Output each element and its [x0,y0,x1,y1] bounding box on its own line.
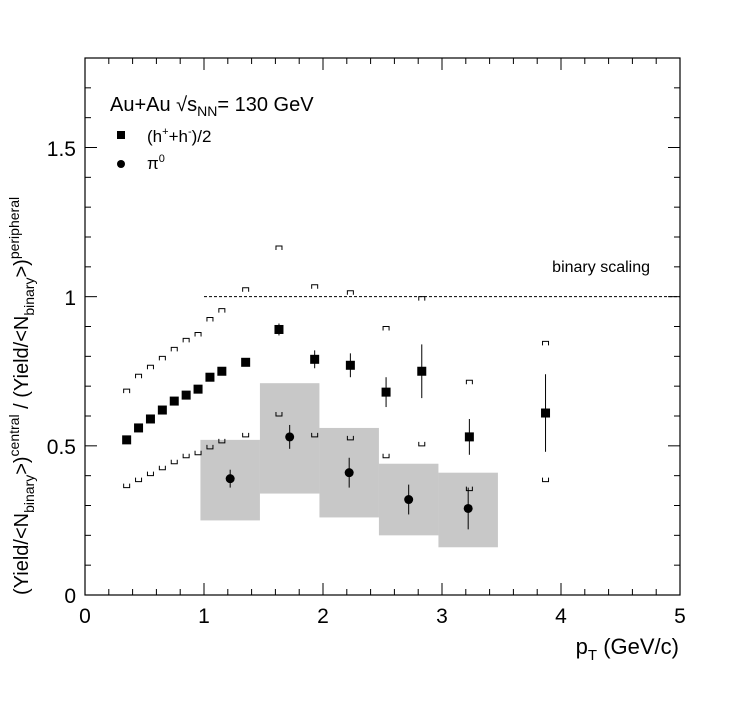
hadron-point [145,414,155,424]
hadron-point [169,396,179,406]
pi0-point [404,495,414,505]
sys-bracket-upper [170,346,178,352]
sys-bracket-lower [275,412,283,417]
sys-bracket-upper [135,373,143,379]
sys-bracket-lower [135,477,143,483]
hadron-point [541,408,551,418]
hadron-point [134,423,144,433]
x-axis-label: pT (GeV/c) [576,634,679,664]
sys-bracket-upper [123,388,131,394]
hadron-point [217,366,227,376]
sys-bracket-upper [275,245,283,250]
hadron-point [205,372,215,382]
x-tick-labels: 0 1 2 3 4 5 [79,605,686,628]
legend: (h++h-)/2 π0 [117,126,211,173]
hadron-point [310,354,320,364]
pi0-point [285,432,295,442]
legend-label-hadrons: (h++h-)/2 [147,126,211,146]
sys-bracket-lower [194,450,202,456]
pi0-systematic-bands [200,383,498,548]
sys-bracket-lower [346,435,354,441]
hadron-point [122,435,132,445]
x-tick-label: 5 [674,605,686,628]
y-tick-label: 0 [64,585,76,608]
x-tick-label: 0 [79,605,91,628]
hadron-point [193,384,203,394]
sys-bracket-upper [311,284,319,289]
x-tick-label: 1 [198,605,210,628]
sys-bracket-upper [346,290,354,295]
sys-bracket-lower [182,453,190,459]
sys-bracket-lower [465,486,473,492]
axis-ticks [84,57,681,596]
hadron-point [157,405,167,415]
sys-bracket-lower [146,471,154,477]
sys-bracket-upper [206,317,214,322]
sys-bracket-upper [382,326,390,331]
y-tick-label: 1.5 [47,138,76,161]
hadron-point [181,390,191,400]
sys-bracket-lower [123,483,131,489]
pi0-point [225,474,235,484]
sys-bracket-lower [242,432,250,438]
sys-bracket-upper [182,337,190,343]
chart-title: Au+Au √sNN= 130 GeV [110,94,314,119]
sys-bracket-upper [465,379,473,385]
hadron-point [464,432,474,442]
legend-label-pi0: π0 [147,153,165,173]
pi0-point [463,503,473,513]
y-axis-label: (Yield/<Nbinary>)central / (Yield/<Nbina… [6,197,37,595]
sys-bracket-upper [158,355,166,361]
hadron-point [241,357,251,367]
x-tick-label: 3 [436,605,448,628]
legend-marker-square [117,131,125,139]
hadron-point [417,366,427,376]
sys-bracket-upper [242,287,250,292]
sys-bracket-upper [542,340,550,346]
y-tick-labels: 0 0.5 1 1.5 [47,138,76,608]
y-tick-label: 0.5 [47,436,76,459]
pi0-point [344,468,354,478]
hadron-point [274,324,284,334]
sys-bracket-lower [158,465,166,471]
x-tick-label: 4 [555,605,567,628]
sys-bracket-upper [418,296,426,301]
binary-scaling-label: binary scaling [552,259,650,276]
sys-bracket-lower [206,444,214,450]
sys-bracket-lower [170,459,178,465]
sys-bracket-upper [218,308,226,313]
sys-bracket-lower [418,441,426,447]
hadron-point [345,360,355,370]
sys-bracket-lower [218,438,226,444]
sys-bracket-upper [194,331,202,337]
sys-bracket-lower [311,432,319,438]
hadron-systematic-brackets [123,245,550,492]
sys-bracket-lower [382,453,390,459]
legend-marker-circle [117,160,125,168]
sys-bracket-lower [542,477,550,483]
x-tick-label: 2 [317,605,329,628]
hadron-point [381,387,391,397]
y-tick-label: 1 [64,287,76,310]
sys-bracket-upper [146,364,154,370]
data-markers [122,324,551,513]
